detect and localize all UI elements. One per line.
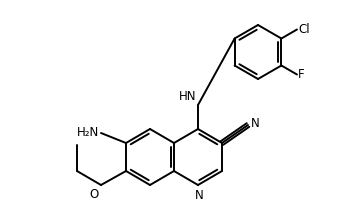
Text: HN: HN bbox=[178, 90, 196, 103]
Text: F: F bbox=[298, 68, 305, 81]
Text: H₂N: H₂N bbox=[77, 126, 99, 138]
Text: N: N bbox=[195, 189, 203, 202]
Text: Cl: Cl bbox=[298, 23, 310, 36]
Text: O: O bbox=[90, 188, 99, 201]
Text: N: N bbox=[251, 116, 260, 129]
